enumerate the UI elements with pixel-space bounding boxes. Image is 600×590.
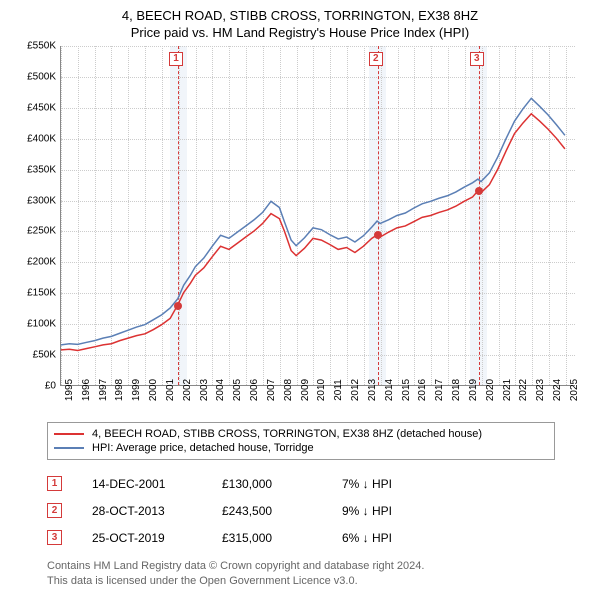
y-axis-label: £350K (20, 164, 56, 175)
chart-container: 4, BEECH ROAD, STIBB CROSS, TORRINGTON, … (0, 0, 600, 590)
legend-label: HPI: Average price, detached house, Torr… (92, 442, 314, 454)
transaction-date: 28-OCT-2013 (92, 504, 192, 518)
transaction-hpi-diff: 6% ↓ HPI (342, 531, 432, 545)
transaction-number: 1 (47, 476, 62, 491)
y-axis-label: £450K (20, 102, 56, 113)
chart-title-address: 4, BEECH ROAD, STIBB CROSS, TORRINGTON, … (0, 0, 600, 23)
transaction-number: 2 (47, 503, 62, 518)
transaction-price: £315,000 (222, 531, 312, 545)
transactions-table: 1 14-DEC-2001 £130,000 7% ↓ HPI 2 28-OCT-2013… (47, 470, 600, 551)
transaction-row: 1 14-DEC-2001 £130,000 7% ↓ HPI (47, 470, 600, 497)
transaction-price: £243,500 (222, 504, 312, 518)
legend-swatch (54, 433, 84, 435)
transaction-date: 25-OCT-2019 (92, 531, 192, 545)
transaction-dot (475, 187, 483, 195)
legend-item: 4, BEECH ROAD, STIBB CROSS, TORRINGTON, … (54, 427, 548, 441)
transaction-hpi-diff: 7% ↓ HPI (342, 477, 432, 491)
y-axis-label: £50K (20, 350, 56, 361)
transaction-dot (374, 231, 382, 239)
plot-area (60, 46, 575, 386)
series-hpi (61, 98, 565, 345)
chart-area: £0 £50K £100K £150K £200K £250K £300K £350K £400… (20, 46, 580, 416)
transaction-date: 14-DEC-2001 (92, 477, 192, 491)
chart-subtitle: Price paid vs. HM Land Registry's House … (0, 23, 600, 46)
legend: 4, BEECH ROAD, STIBB CROSS, TORRINGTON, … (47, 422, 555, 460)
transaction-dot (174, 302, 182, 310)
legend-swatch (54, 447, 84, 449)
transaction-hpi-diff: 9% ↓ HPI (342, 504, 432, 518)
y-axis-label: £0 (20, 381, 56, 392)
y-axis-label: £150K (20, 288, 56, 299)
transaction-row: 2 28-OCT-2013 £243,500 9% ↓ HPI (47, 497, 600, 524)
footnote: Contains HM Land Registry data © Crown c… (47, 559, 600, 589)
y-axis-label: £300K (20, 195, 56, 206)
transaction-row: 3 25-OCT-2019 £315,000 6% ↓ HPI (47, 524, 600, 551)
legend-item: HPI: Average price, detached house, Torr… (54, 441, 548, 455)
y-axis-label: £550K (20, 41, 56, 52)
series-price_paid (61, 114, 565, 351)
y-axis-label: £100K (20, 319, 56, 330)
line-series (61, 46, 575, 385)
legend-label: 4, BEECH ROAD, STIBB CROSS, TORRINGTON, … (92, 428, 482, 440)
transaction-price: £130,000 (222, 477, 312, 491)
y-axis-label: £200K (20, 257, 56, 268)
footnote-line-1: Contains HM Land Registry data © Crown c… (47, 559, 600, 574)
y-axis-label: £500K (20, 71, 56, 82)
y-axis-label: £400K (20, 133, 56, 144)
footnote-line-2: This data is licensed under the Open Gov… (47, 574, 600, 589)
transaction-number: 3 (47, 530, 62, 545)
y-axis-label: £250K (20, 226, 56, 237)
